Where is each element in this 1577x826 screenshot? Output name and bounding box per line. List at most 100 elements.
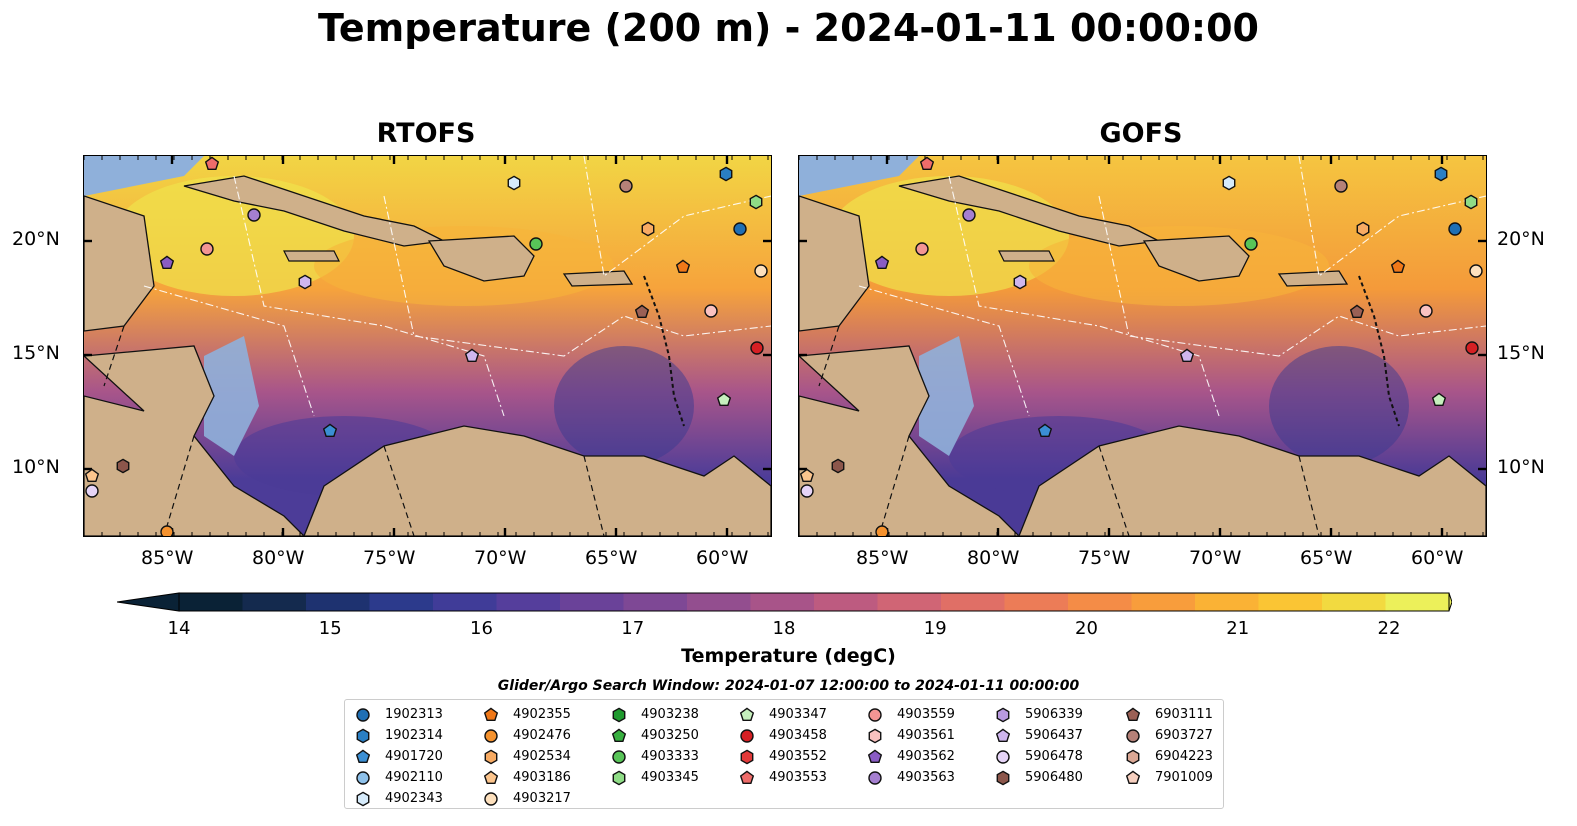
colorbar-segment: [1068, 593, 1132, 611]
float-marker: [116, 458, 130, 474]
legend-marker: [356, 707, 370, 722]
legend-item-label: 6903111: [1155, 707, 1213, 722]
hexagon-marker-icon: [612, 707, 626, 722]
legend-item-label: 6904223: [1155, 749, 1213, 764]
float-marker: [1465, 341, 1479, 355]
south-america-land: [1018, 425, 1486, 536]
hexagon-marker-icon: [612, 770, 626, 785]
legend-marker: [483, 707, 499, 721]
legend-item-label: 4902355: [513, 707, 571, 722]
y-tick-label: 10°N: [12, 456, 60, 478]
circle-marker-icon: [996, 749, 1010, 764]
legend-item-label: 4902343: [385, 791, 443, 806]
pentagon-marker-icon: [483, 770, 499, 784]
colorbar-segment: [1258, 593, 1323, 611]
legend-item-label: 4903217: [513, 791, 571, 806]
float-marker: [1013, 274, 1027, 290]
legend-marker: [1125, 707, 1141, 721]
float-marker: [831, 458, 845, 474]
legend-item: 6903111: [1125, 704, 1213, 725]
colorbar-graphic: [116, 592, 1453, 612]
colorbar-segment: [242, 593, 307, 611]
float-marker: [799, 468, 815, 483]
legend-item-label: 4903458: [769, 728, 827, 743]
hexagon-marker-icon: [996, 770, 1010, 785]
legend-title: Glider/Argo Search Window: 2024-01-07 12…: [497, 678, 1080, 694]
float-marker: [716, 392, 732, 407]
float-marker: [1037, 423, 1053, 438]
legend-column: 4903347 4903458 4903552 4903553: [739, 704, 827, 788]
pentagon-marker-icon: [355, 749, 371, 763]
float-marker: [1464, 194, 1478, 210]
float-marker: [750, 341, 764, 355]
legend-item-label: 4903563: [897, 770, 955, 785]
legend-marker: [739, 770, 755, 784]
float-marker: [160, 525, 174, 536]
hispaniola-land: [427, 235, 535, 282]
float-marker: [749, 194, 763, 210]
float-marker: [1244, 237, 1258, 251]
legend-item-label: 4903345: [641, 770, 699, 785]
float-marker: [634, 304, 650, 319]
pentagon-marker-icon: [995, 728, 1011, 742]
legend-column: 4903559 4903561 4903562 4903563: [867, 704, 955, 788]
legend-item: 4902534: [483, 746, 571, 767]
float-marker: [159, 255, 175, 270]
legend-item-label: 4902110: [385, 770, 443, 785]
rtofs-map-canvas: [84, 156, 771, 536]
legend-marker: [996, 770, 1010, 785]
float-marker: [1334, 179, 1348, 193]
circle-marker-icon: [868, 707, 882, 722]
legend-item: 4902343: [355, 788, 443, 809]
colorbar-segment: [1195, 593, 1259, 611]
legend-marker: [996, 707, 1010, 722]
float-marker: [800, 484, 814, 498]
float-marker: [915, 242, 929, 256]
legend-item-label: 4901720: [385, 749, 443, 764]
legend-item: 4901720: [355, 746, 443, 767]
circle-marker-icon: [868, 770, 882, 785]
hexagon-marker-icon: [740, 749, 754, 764]
float-marker: [1431, 392, 1447, 407]
colorbar-segment: [1004, 593, 1069, 611]
hexagon-marker-icon: [1126, 749, 1140, 764]
float-marker: [204, 156, 220, 171]
legend-item: 4902476: [483, 725, 571, 746]
legend-item-label: 4903562: [897, 749, 955, 764]
circle-marker-icon: [484, 728, 498, 743]
colorbar-segment: [179, 593, 243, 611]
legend-marker: [356, 728, 370, 743]
legend-marker: [484, 749, 498, 764]
float-marker: [719, 166, 733, 182]
legend-marker: [740, 728, 754, 743]
legend-item: 4903186: [483, 767, 571, 788]
legend-item: 4903217: [483, 788, 571, 809]
x-tick-label: 80°W: [252, 547, 305, 569]
x-tick-label: 80°W: [967, 547, 1020, 569]
panel-title-gofs: GOFS: [1099, 118, 1183, 149]
float-marker: [1222, 175, 1236, 191]
float-marker: [1349, 304, 1365, 319]
y-tick-label: 20°N: [12, 228, 60, 250]
legend-item: 1902313: [355, 704, 443, 725]
legend-item: 1902314: [355, 725, 443, 746]
hexagon-marker-icon: [356, 791, 370, 806]
legend-marker: [868, 728, 882, 743]
legend-marker: [1125, 770, 1141, 784]
legend: 1902313 1902314 4901720 4902110 4902343 49023…: [344, 699, 1224, 809]
float-marker: [1179, 348, 1195, 363]
colorbar: [116, 590, 1453, 614]
legend-marker: [355, 749, 371, 763]
float-marker: [247, 208, 261, 222]
colorbar-tick-label: 17: [621, 618, 645, 639]
x-tick-label: 65°W: [585, 547, 638, 569]
circle-marker-icon: [484, 791, 498, 806]
hexagon-marker-icon: [868, 728, 882, 743]
legend-item-label: 5906480: [1025, 770, 1083, 785]
x-tick-label: 60°W: [1411, 547, 1464, 569]
legend-column: 1902313 1902314 4901720 4902110 4902343: [355, 704, 443, 809]
circle-marker-icon: [1126, 728, 1140, 743]
legend-column: 6903111 6903727 6904223 7901009: [1125, 704, 1213, 788]
hexagon-marker-icon: [996, 707, 1010, 722]
legend-item: 4903561: [867, 725, 955, 746]
